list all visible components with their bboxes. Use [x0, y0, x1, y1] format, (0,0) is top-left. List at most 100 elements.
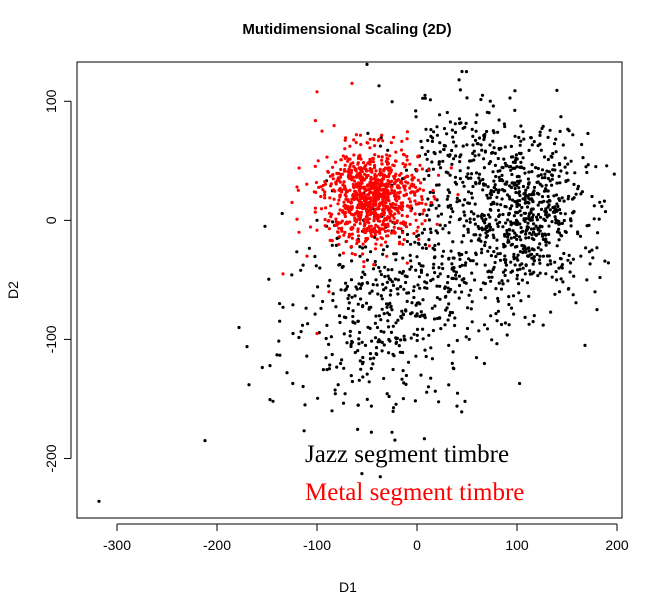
- jazz-point: [389, 278, 393, 282]
- jazz-point: [479, 287, 483, 292]
- jazz-point: [530, 218, 534, 222]
- metal-point: [398, 206, 402, 210]
- jazz-point: [391, 409, 395, 413]
- metal-point: [352, 213, 356, 217]
- jazz-point: [385, 302, 389, 306]
- jazz-point: [519, 160, 523, 164]
- jazz-point: [387, 394, 391, 399]
- metal-point: [368, 137, 372, 141]
- jazz-point: [488, 215, 492, 219]
- metal-point: [323, 193, 327, 197]
- jazz-point: [516, 174, 521, 178]
- jazz-point: [471, 151, 475, 155]
- jazz-point: [492, 190, 496, 194]
- metal-point: [401, 231, 405, 235]
- metal-point: [371, 156, 375, 160]
- jazz-point: [524, 263, 528, 267]
- jazz-point: [457, 117, 462, 121]
- jazz-point: [463, 263, 467, 267]
- jazz-point: [501, 225, 505, 229]
- metal-point: [362, 227, 366, 231]
- jazz-point: [394, 341, 398, 345]
- jazz-point: [237, 325, 241, 330]
- jazz-point: [558, 181, 562, 185]
- jazz-point: [368, 357, 372, 361]
- metal-point: [386, 215, 390, 219]
- jazz-point: [394, 258, 398, 262]
- metal-point: [367, 224, 372, 229]
- metal-point: [405, 174, 410, 178]
- jazz-point: [468, 159, 472, 163]
- jazz-point: [479, 239, 483, 243]
- jazz-point: [278, 353, 282, 357]
- metal-point: [359, 193, 363, 198]
- metal-point: [407, 197, 411, 201]
- jazz-point: [524, 247, 529, 251]
- jazz-point: [447, 231, 451, 235]
- jazz-point: [496, 224, 500, 229]
- jazz-point: [418, 314, 422, 319]
- jazz-point: [503, 125, 507, 129]
- jazz-point: [527, 236, 531, 240]
- jazz-point: [450, 276, 454, 280]
- jazz-point: [423, 348, 427, 352]
- jazz-point: [483, 132, 487, 137]
- jazz-point: [480, 247, 484, 251]
- jazz-point: [512, 255, 516, 259]
- jazz-point: [390, 308, 394, 312]
- jazz-point: [473, 138, 478, 142]
- jazz-point: [514, 218, 519, 222]
- jazz-point: [373, 259, 377, 264]
- metal-point: [326, 219, 330, 223]
- jazz-point: [389, 289, 393, 293]
- metal-point: [319, 194, 323, 199]
- jazz-point: [382, 288, 386, 292]
- metal-point: [384, 159, 388, 164]
- jazz-point: [275, 353, 279, 357]
- jazz-point: [369, 404, 373, 408]
- metal-point: [354, 140, 358, 145]
- jazz-point: [496, 296, 500, 301]
- metal-point: [394, 150, 398, 154]
- jazz-point: [536, 203, 540, 207]
- metal-point: [336, 176, 340, 180]
- jazz-point: [498, 258, 503, 262]
- metal-point: [373, 226, 377, 230]
- jazz-point: [324, 336, 328, 341]
- jazz-point: [393, 438, 397, 442]
- metal-point: [350, 200, 354, 205]
- metal-point: [403, 176, 407, 180]
- metal-point: [375, 237, 379, 241]
- jazz-point: [495, 319, 499, 323]
- jazz-point: [404, 308, 408, 312]
- jazz-point: [396, 278, 400, 282]
- jazz-point: [572, 274, 576, 278]
- metal-point: [305, 182, 309, 186]
- jazz-point: [538, 242, 542, 246]
- jazz-point: [518, 222, 522, 226]
- metal-point: [324, 206, 328, 210]
- jazz-point: [518, 179, 522, 183]
- metal-point: [377, 154, 381, 159]
- jazz-point: [467, 337, 471, 341]
- jazz-point: [434, 206, 438, 210]
- jazz-point: [351, 309, 355, 313]
- jazz-point: [442, 147, 446, 152]
- jazz-point: [554, 220, 559, 225]
- jazz-point: [402, 334, 406, 338]
- jazz-point: [563, 165, 567, 169]
- jazz-point: [538, 261, 542, 265]
- jazz-point: [409, 265, 413, 269]
- jazz-point: [549, 310, 553, 314]
- jazz-point: [337, 263, 341, 267]
- jazz-point: [542, 189, 547, 193]
- jazz-point: [435, 296, 439, 300]
- jazz-point: [460, 290, 464, 294]
- jazz-point: [455, 200, 459, 204]
- jazz-point: [464, 335, 468, 339]
- metal-point: [416, 155, 420, 159]
- metal-point: [401, 220, 405, 224]
- metal-point: [366, 173, 370, 177]
- jazz-point: [495, 238, 499, 242]
- jazz-point: [527, 294, 531, 298]
